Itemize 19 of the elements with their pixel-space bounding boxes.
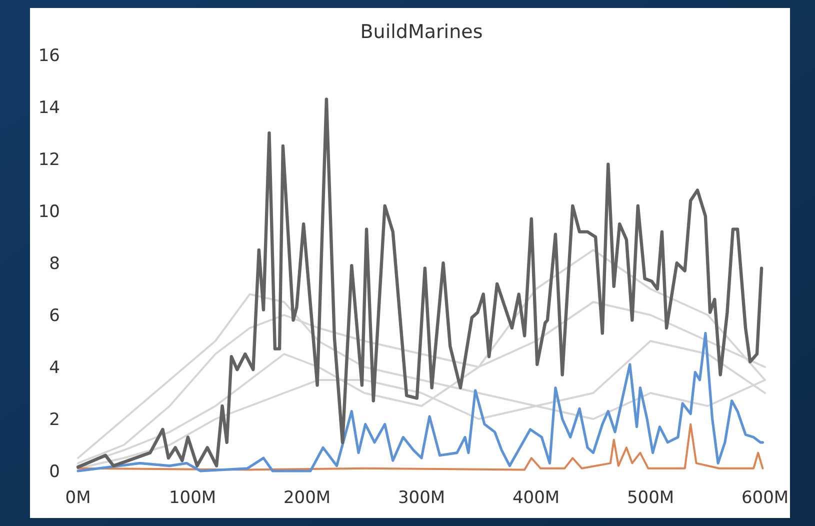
y-tick-label: 8 bbox=[49, 254, 60, 274]
x-tick-label: 0M bbox=[65, 488, 91, 508]
line-series bbox=[77, 423, 764, 471]
y-tick-label: 12 bbox=[38, 150, 60, 170]
x-tick-label: 600M bbox=[741, 488, 789, 508]
x-tick-label: 300M bbox=[398, 488, 446, 508]
y-tick-label: 10 bbox=[38, 202, 60, 222]
x-tick-label: 500M bbox=[626, 488, 674, 508]
x-tick-label: 100M bbox=[168, 488, 216, 508]
y-tick-label: 16 bbox=[38, 46, 60, 66]
x-tick-label: 400M bbox=[512, 488, 560, 508]
y-tick-label: 14 bbox=[38, 98, 60, 118]
y-tick-label: 2 bbox=[49, 410, 60, 430]
chart-title: BuildMarines bbox=[360, 21, 483, 43]
y-tick-label: 6 bbox=[49, 306, 60, 326]
line-series bbox=[76, 98, 764, 469]
y-tick-label: 0 bbox=[49, 462, 60, 482]
x-tick-label: 200M bbox=[283, 488, 331, 508]
y-tick-label: 4 bbox=[49, 358, 60, 378]
